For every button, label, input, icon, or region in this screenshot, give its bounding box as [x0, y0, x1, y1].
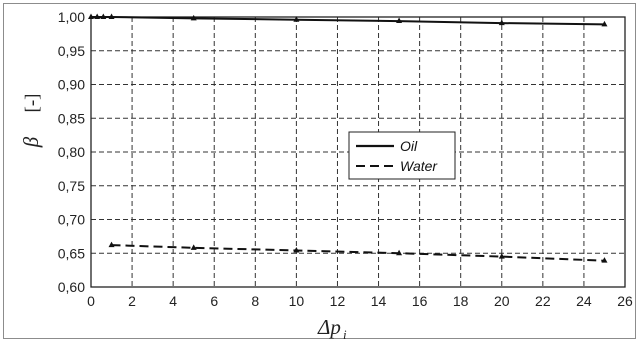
legend-box — [348, 131, 456, 180]
series-oil-point — [88, 13, 94, 19]
y-tick-label: 0,95 — [58, 43, 85, 59]
x-tick-label: 26 — [617, 293, 633, 309]
series-group — [88, 13, 608, 263]
x-axis-title-subscript: i — [343, 327, 347, 342]
y-tick-label: 0,75 — [58, 178, 85, 194]
x-axis-title: Δp — [317, 315, 341, 339]
y-tick-label: 0,65 — [58, 245, 85, 261]
x-tick-label: 16 — [412, 293, 428, 309]
series-water-line — [111, 244, 605, 262]
y-axis-symbol: β — [19, 136, 43, 148]
plot-area — [90, 16, 626, 288]
x-tick-label: 18 — [453, 293, 469, 309]
y-axis-unit: [-] — [22, 94, 43, 113]
x-tick-label: 2 — [128, 293, 136, 309]
y-axis-ticks: 0,60 0,65 0,70 0,75 0,80 0,85 0,90 0,95 1,00 — [58, 9, 85, 295]
series-oil-point — [293, 16, 300, 22]
x-tick-label: 8 — [251, 293, 259, 309]
series-oil-point — [498, 19, 505, 26]
series-water-point — [190, 244, 197, 250]
y-tick-label: 0,85 — [58, 110, 85, 126]
x-tick-label: 20 — [494, 293, 510, 309]
x-tick-label: 10 — [289, 293, 305, 309]
series-oil-point — [108, 13, 115, 19]
x-tick-label: 24 — [576, 293, 592, 309]
x-tick-label: 0 — [87, 293, 95, 309]
x-tick-label: 6 — [210, 293, 218, 309]
series-water-point — [498, 253, 505, 259]
y-tick-label: 0,90 — [58, 77, 85, 93]
series-water-point — [601, 257, 608, 263]
x-tick-label: 4 — [169, 293, 177, 309]
y-tick-label: 0,70 — [58, 212, 85, 228]
series-water-point — [293, 247, 300, 253]
series-oil-line — [91, 16, 605, 26]
series-oil-point — [601, 20, 608, 27]
legend-water-label: Water — [400, 158, 438, 174]
series-oil-point — [94, 13, 101, 19]
x-tick-label: 14 — [371, 293, 387, 309]
y-tick-label: 0,80 — [58, 144, 85, 160]
chart-frame — [3, 3, 636, 339]
y-tick-label: 0,60 — [58, 279, 85, 295]
series-water-point — [108, 241, 115, 248]
y-tick-label: 1,00 — [58, 9, 85, 25]
x-tick-label: 12 — [330, 293, 346, 309]
series-oil-point — [396, 17, 403, 24]
legend: Oil Water — [348, 131, 456, 180]
legend-oil-label: Oil — [400, 138, 418, 154]
x-axis-ticks: 0 2 4 6 8 10 12 14 16 18 20 22 24 26 — [87, 293, 633, 309]
series-oil-point — [190, 14, 197, 21]
x-tick-label: 22 — [535, 293, 551, 309]
series-water-point — [396, 249, 403, 256]
series-oil-point — [100, 13, 107, 19]
